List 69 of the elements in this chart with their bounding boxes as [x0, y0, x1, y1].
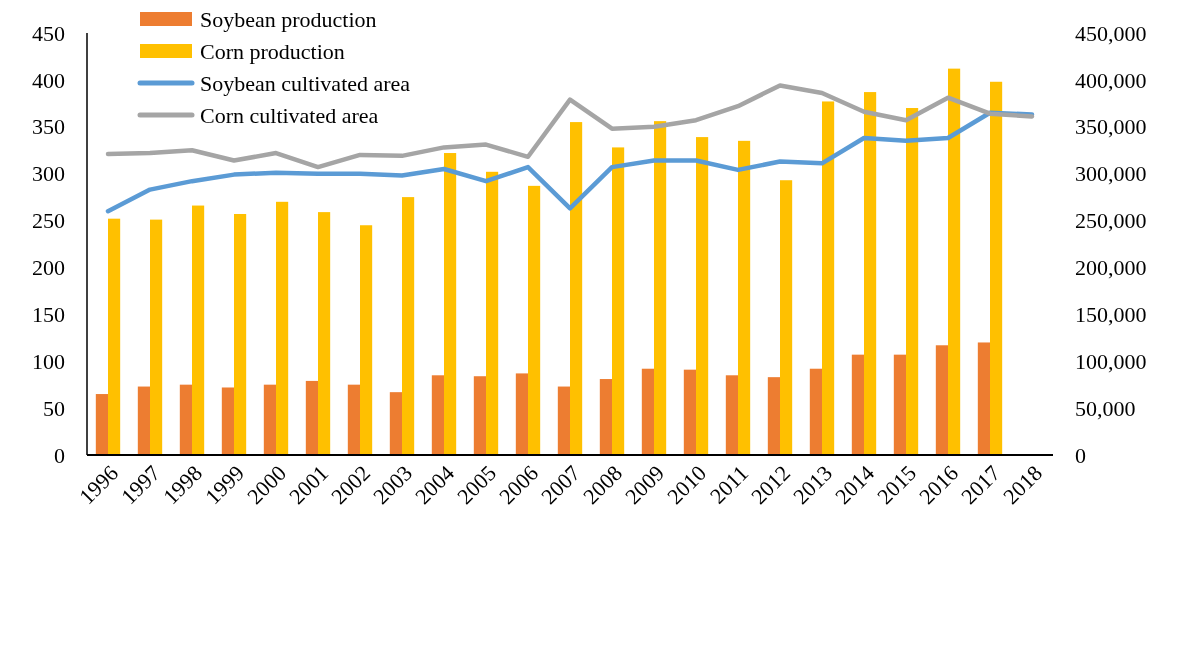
bar	[221, 387, 234, 455]
bar	[360, 225, 373, 455]
y-tick-label: 150	[32, 302, 65, 328]
bar	[179, 384, 192, 455]
y2-tick-label: 250,000	[1075, 208, 1147, 234]
bar	[389, 392, 402, 455]
y-tick-label: 0	[54, 442, 65, 468]
bar	[683, 369, 696, 455]
y-tick-label: 450	[32, 20, 65, 46]
bar	[696, 137, 709, 455]
bar	[305, 380, 318, 455]
bar	[402, 197, 415, 455]
legend-label: Corn production	[200, 38, 345, 64]
bar	[570, 122, 583, 455]
bar	[864, 92, 877, 455]
y-tick-label: 350	[32, 114, 65, 140]
bar	[557, 386, 570, 455]
legend-label: Soybean cultivated area	[200, 70, 411, 96]
bar	[767, 377, 780, 455]
bar	[725, 375, 738, 455]
bar	[654, 121, 667, 455]
y2-tick-label: 350,000	[1075, 114, 1147, 140]
bar	[977, 342, 990, 455]
y2-tick-label: 400,000	[1075, 67, 1147, 93]
y-tick-label: 200	[32, 255, 65, 281]
bar	[263, 384, 276, 455]
line-series	[105, 110, 1035, 214]
bar	[137, 386, 150, 455]
y-tick-label: 300	[32, 161, 65, 187]
bar	[444, 153, 457, 455]
bar	[528, 185, 541, 455]
bar	[108, 218, 121, 455]
bar	[473, 376, 486, 455]
bar	[431, 375, 444, 455]
y2-tick-label: 300,000	[1075, 161, 1147, 187]
bar	[948, 68, 961, 455]
bar	[990, 81, 1003, 455]
bar	[906, 108, 919, 455]
bar	[95, 394, 108, 455]
bar	[851, 354, 864, 455]
bar	[599, 379, 612, 455]
bar	[738, 140, 751, 455]
y2-tick-label: 450,000	[1075, 20, 1147, 46]
bar	[822, 101, 835, 455]
y2-tick-label: 0	[1075, 442, 1086, 468]
y2-tick-label: 50,000	[1075, 395, 1136, 421]
y-tick-label: 100	[32, 348, 65, 374]
y2-tick-label: 150,000	[1075, 302, 1147, 328]
bar	[612, 147, 625, 455]
bar	[893, 354, 906, 455]
bar	[192, 205, 205, 455]
bar	[935, 345, 948, 455]
y-tick-label: 50	[43, 395, 65, 421]
y2-tick-label: 200,000	[1075, 255, 1147, 281]
bar	[150, 219, 163, 455]
bar	[641, 368, 654, 455]
y-tick-label: 250	[32, 208, 65, 234]
bar	[234, 213, 247, 455]
y-tick-label: 400	[32, 67, 65, 93]
bar	[515, 373, 528, 455]
bar	[347, 384, 360, 455]
bar	[276, 201, 289, 455]
y2-tick-label: 100,000	[1075, 348, 1147, 374]
bar	[780, 180, 793, 455]
bar	[318, 212, 331, 455]
bar	[809, 368, 822, 455]
bar	[486, 171, 499, 455]
legend-label: Corn cultivated area	[200, 102, 379, 128]
legend-label: Soybean production	[200, 6, 377, 32]
